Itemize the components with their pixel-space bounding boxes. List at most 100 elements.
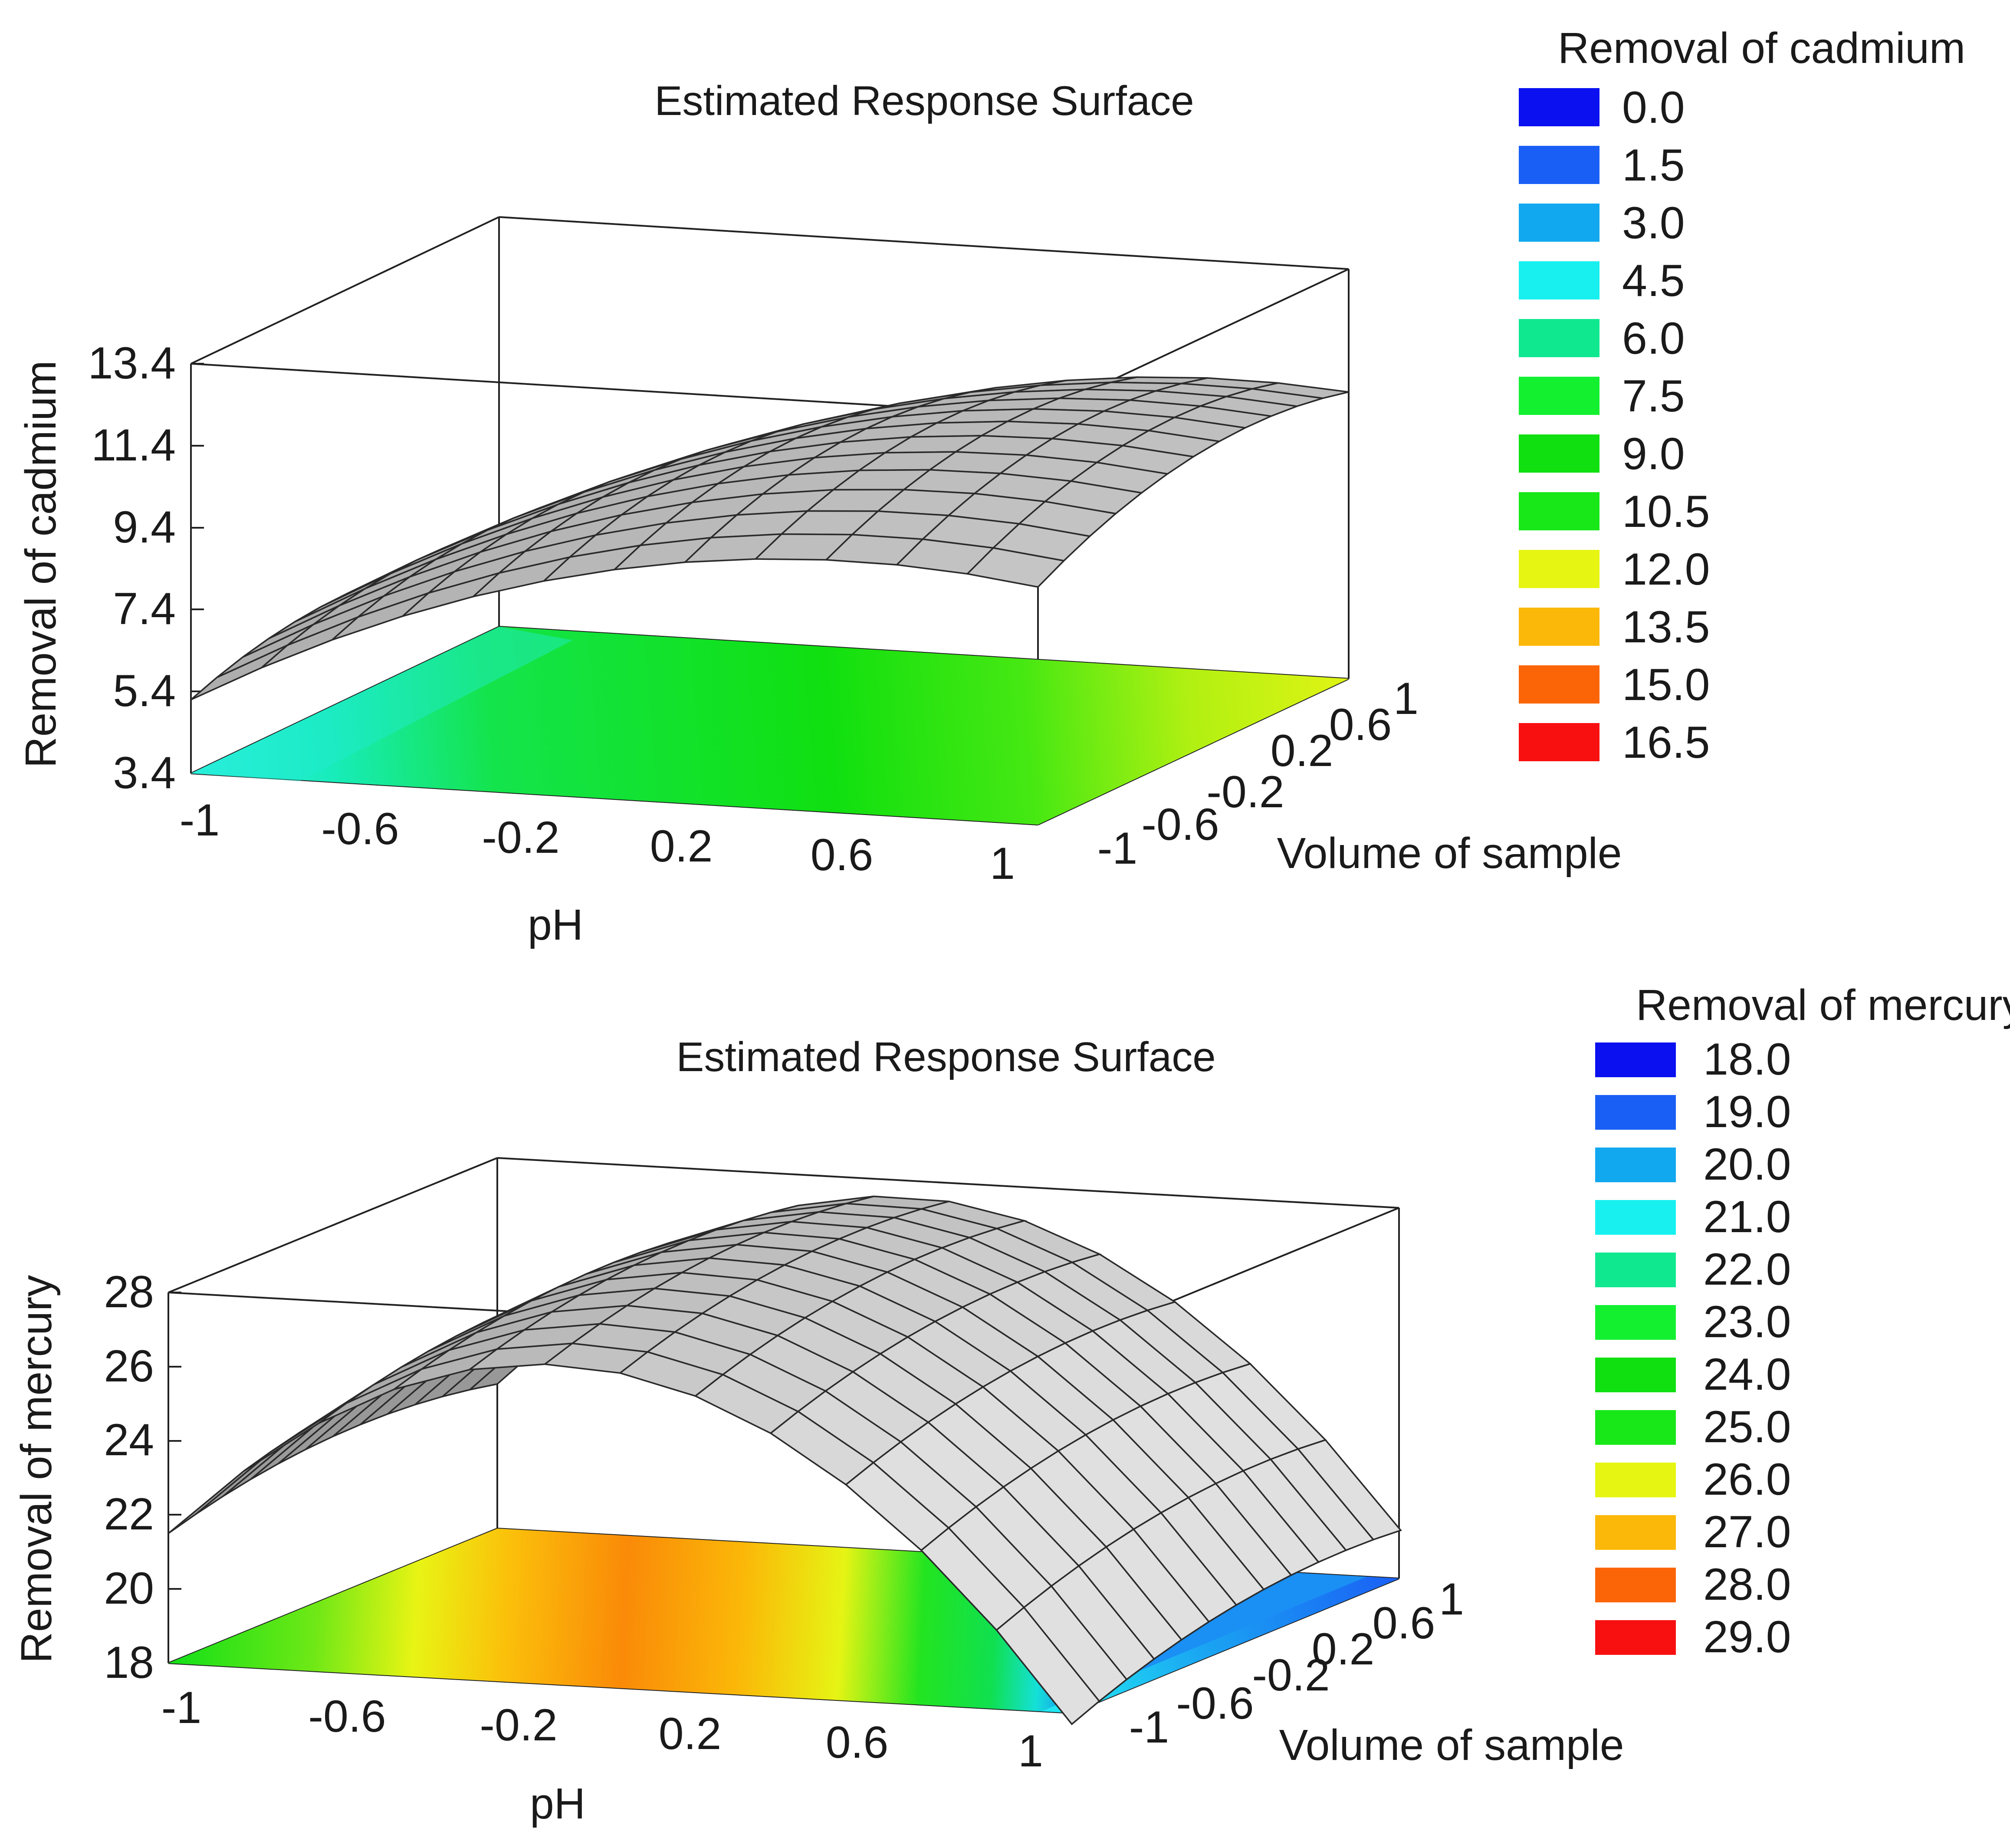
chart-mercury: Estimated Response Surface (12, 981, 2010, 1828)
legend-title: Removal of mercury (1636, 981, 2010, 1029)
z-tick-label: 13.4 (88, 338, 176, 388)
y-axis-label: Volume of sample (1277, 829, 1622, 878)
legend-swatch (1519, 492, 1599, 530)
legend-swatch (1519, 261, 1599, 299)
y-tick-label: -0.2 (1252, 1650, 1330, 1700)
legend-swatch (1595, 1305, 1676, 1340)
legend-swatch (1595, 1463, 1676, 1497)
legend-level: 0.0 (1622, 82, 1685, 133)
floor-contour (191, 627, 1349, 825)
y-tick-label: -0.6 (1141, 799, 1219, 850)
z-tick-label: 28 (104, 1267, 154, 1317)
x-axis-label: pH (530, 1779, 585, 1828)
z-tick-label: 18 (104, 1638, 154, 1688)
legend-level: 23.0 (1703, 1297, 1791, 1347)
y-tick-label: 0.6 (1329, 700, 1392, 750)
legend-level: 26.0 (1703, 1454, 1791, 1505)
y-tick-label: 0.2 (1312, 1624, 1375, 1674)
legend-level: 4.5 (1622, 256, 1685, 306)
y-axis-ticklabels: -1 -0.6 -0.2 0.2 0.6 1 (1129, 1574, 1464, 1753)
legend-swatch (1595, 1095, 1676, 1130)
legend-swatch (1519, 434, 1599, 473)
legend: Removal of mercury 18.0 19.0 20.0 21.0 2… (1595, 981, 2010, 1662)
legend-level: 6.0 (1622, 313, 1685, 364)
legend-swatch (1595, 1410, 1676, 1445)
z-tick-label: 7.4 (113, 584, 176, 634)
chart-cadmium: Estimated Response Surface (16, 24, 1965, 949)
x-tick-label: 0.2 (659, 1709, 722, 1759)
legend-swatch (1519, 550, 1599, 588)
legend-level: 16.5 (1622, 717, 1710, 768)
z-axis-ticklabels: 3.4 5.4 7.4 9.4 11.4 13.4 (88, 338, 176, 798)
x-axis-ticklabels: -1 -0.6 -0.2 0.2 0.6 1 (180, 795, 1015, 889)
legend-level: 24.0 (1703, 1349, 1791, 1400)
x-tick-label: -1 (161, 1683, 201, 1733)
legend-level: 21.0 (1703, 1192, 1791, 1242)
y-tick-label: 1 (1439, 1574, 1464, 1624)
z-tick-label: 5.4 (113, 666, 176, 716)
z-tick-label: 11.4 (91, 420, 176, 470)
legend-level: 10.5 (1622, 487, 1710, 537)
surface-patch (966, 547, 1066, 588)
response-surface-mesh (190, 376, 1349, 700)
y-tick-label: 0.6 (1373, 1598, 1435, 1648)
legend-swatch (1519, 88, 1599, 126)
z-axis-label: Removal of mercury (12, 1275, 61, 1664)
legend-level: 25.0 (1703, 1402, 1791, 1452)
z-axis-label: Removal of cadmium (16, 360, 65, 768)
legend-swatch (1519, 319, 1599, 357)
legend-level: 9.0 (1622, 429, 1685, 479)
z-tick-label: 20 (104, 1563, 154, 1614)
legend-swatch (1595, 1358, 1676, 1392)
legend-swatch (1595, 1042, 1676, 1077)
legend-swatch (1595, 1253, 1676, 1287)
legend-swatch (1519, 146, 1599, 184)
legend-swatch (1595, 1200, 1676, 1235)
legend-level: 7.5 (1622, 371, 1685, 421)
y-axis-label: Volume of sample (1279, 1721, 1624, 1769)
legend-swatch (1519, 723, 1599, 761)
legend-level: 22.0 (1703, 1244, 1791, 1295)
legend-swatch (1595, 1148, 1676, 1182)
z-tick-label: 9.4 (113, 502, 176, 552)
legend-level: 13.5 (1622, 602, 1710, 652)
legend-swatch (1519, 204, 1599, 242)
surface-patch (995, 1606, 1100, 1726)
legend-level: 18.0 (1703, 1034, 1791, 1085)
x-tick-label: -0.2 (482, 812, 559, 863)
x-tick-label: 0.6 (811, 830, 874, 880)
y-tick-label: -1 (1129, 1702, 1169, 1753)
y-tick-label: -0.2 (1206, 767, 1284, 817)
z-tick-label: 22 (104, 1489, 154, 1539)
x-axis-ticklabels: -1 -0.6 -0.2 0.2 0.6 1 (161, 1683, 1043, 1776)
legend-level: 3.0 (1622, 198, 1685, 248)
legend-level: 12.0 (1622, 544, 1710, 595)
y-tick-label: 0.2 (1271, 726, 1333, 776)
z-tick-label: 3.4 (113, 748, 176, 798)
legend-level: 1.5 (1622, 140, 1685, 191)
x-tick-label: 1 (1018, 1726, 1043, 1776)
x-tick-label: 0.6 (826, 1717, 889, 1768)
chart-title: Estimated Response Surface (654, 78, 1194, 124)
y-tick-label: -1 (1097, 823, 1137, 874)
legend-swatch (1519, 377, 1599, 415)
legend-level: 19.0 (1703, 1087, 1791, 1137)
legend-level: 27.0 (1703, 1507, 1791, 1557)
legend-swatch (1519, 665, 1599, 704)
y-tick-label: 1 (1393, 674, 1419, 724)
x-tick-label: -1 (180, 795, 220, 845)
y-tick-label: -0.6 (1176, 1678, 1254, 1729)
x-tick-label: -0.2 (480, 1700, 557, 1750)
legend-level: 29.0 (1703, 1612, 1791, 1662)
x-tick-label: -0.6 (321, 804, 399, 854)
legend-level: 15.0 (1622, 660, 1710, 710)
response-surface-mesh (168, 1195, 1402, 1726)
legend: Removal of cadmium 0.0 1.5 3.0 4.5 6.0 7… (1519, 24, 1965, 768)
legend-level: 20.0 (1703, 1139, 1791, 1190)
legend-swatch (1519, 608, 1599, 646)
y-axis-ticklabels: -1 -0.6 -0.2 0.2 0.6 1 (1097, 674, 1419, 874)
chart-title: Estimated Response Surface (676, 1034, 1215, 1080)
x-axis-label: pH (528, 901, 583, 949)
x-tick-label: 1 (990, 839, 1015, 889)
